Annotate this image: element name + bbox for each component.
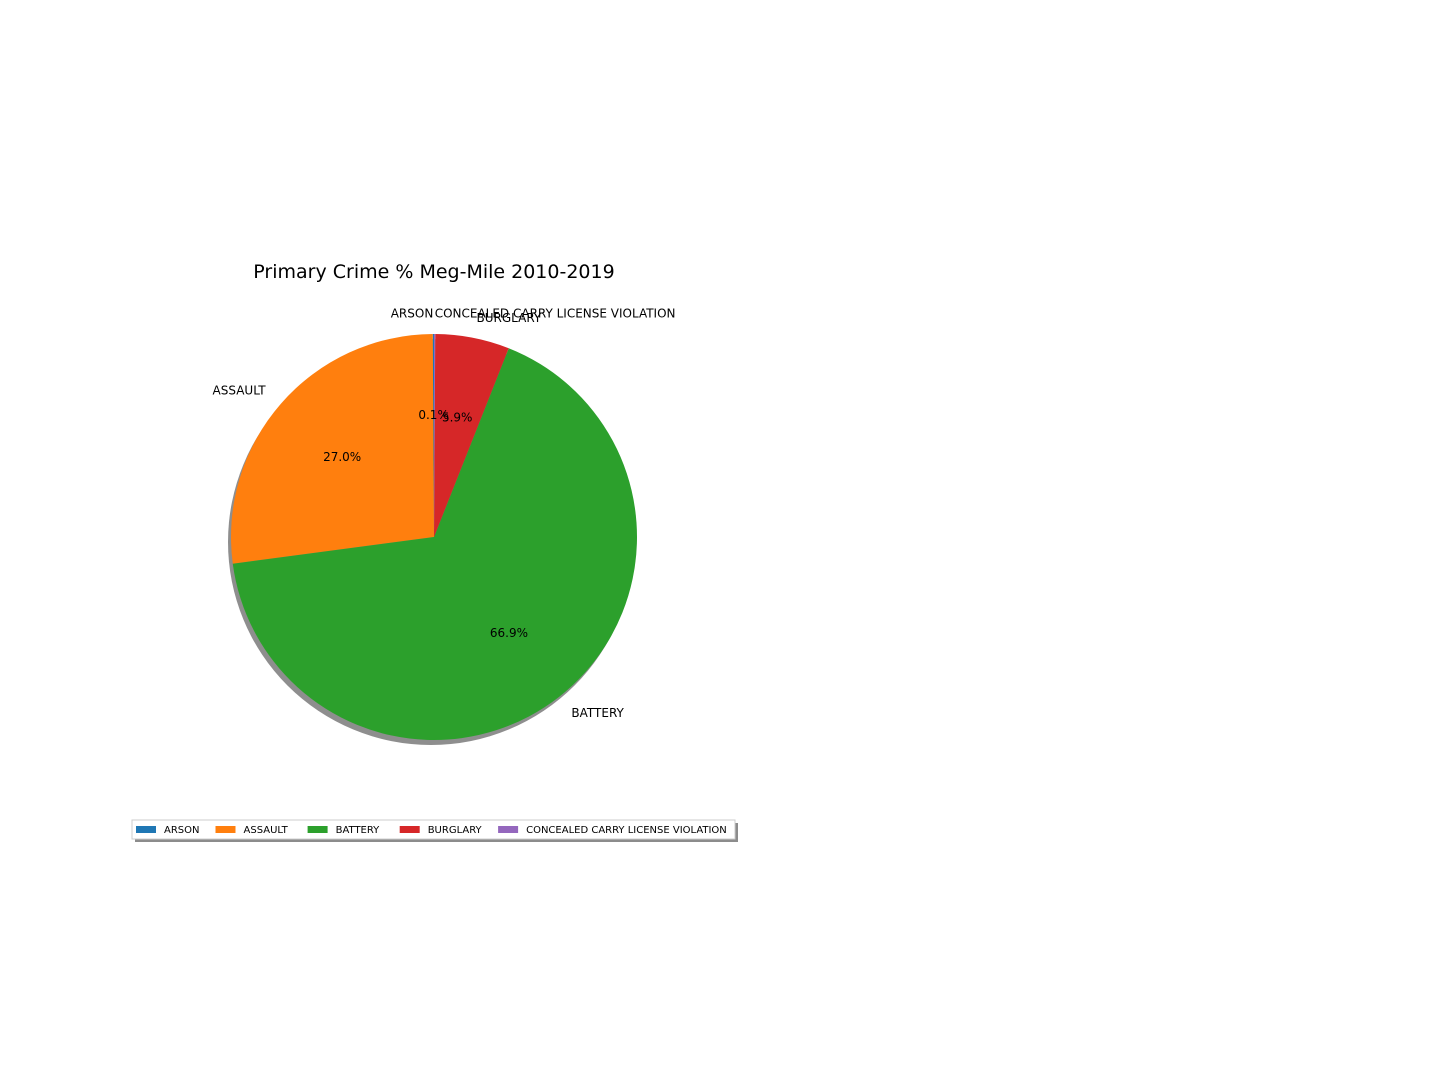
percent-label-assault: 27.0% [323, 450, 361, 464]
legend-frame [131, 819, 736, 840]
percent-labels: 0.1% 27.0% 66.9% 5.9% [323, 408, 528, 640]
chart-title: Primary Crime % Meg-Mile 2010-2019 [253, 261, 614, 283]
pie-slice-battery [232, 348, 637, 741]
slice-label-burglary: BURGLARY [477, 311, 542, 325]
legend-swatch-concealed-carry-license-violation [498, 826, 519, 833]
legend-items: ARSON ASSAULT BATTERY BURGLARY CONCEALED CAR… [136, 825, 727, 836]
slice-label-battery: BATTERY [571, 706, 624, 720]
percent-label-burglary: 5.9% [442, 410, 473, 424]
legend-swatch-battery [307, 826, 328, 833]
legend-label-battery: BATTERY [336, 825, 381, 836]
legend: ARSON ASSAULT BATTERY BURGLARY CONCEALED CAR… [131, 819, 738, 842]
pie-slice-arson [432, 334, 434, 537]
slice-label-assault: ASSAULT [213, 383, 267, 397]
pie-slice-assault [231, 334, 434, 564]
slice-label-arson: ARSON [391, 307, 434, 321]
legend-label-concealed-carry-license-violation: CONCEALED CARRY LICENSE VIOLATION [526, 825, 727, 836]
percent-label-arson: 0.1% [418, 408, 449, 422]
legend-swatch-assault [215, 826, 236, 833]
slice-label-concealed-carry-license-violation: CONCEALED CARRY LICENSE VIOLATION [435, 307, 676, 321]
pie-slice-burglary [434, 334, 509, 537]
pie-slice-concealed-carry-license-violation [434, 334, 436, 537]
percent-label-battery: 66.9% [490, 626, 528, 640]
legend-label-burglary: BURGLARY [428, 825, 483, 836]
legend-label-assault: ASSAULT [244, 825, 289, 836]
legend-swatch-burglary [399, 826, 420, 833]
pie-slices [231, 334, 637, 741]
legend-label-arson: ARSON [164, 825, 200, 836]
legend-swatch-arson [136, 826, 156, 833]
